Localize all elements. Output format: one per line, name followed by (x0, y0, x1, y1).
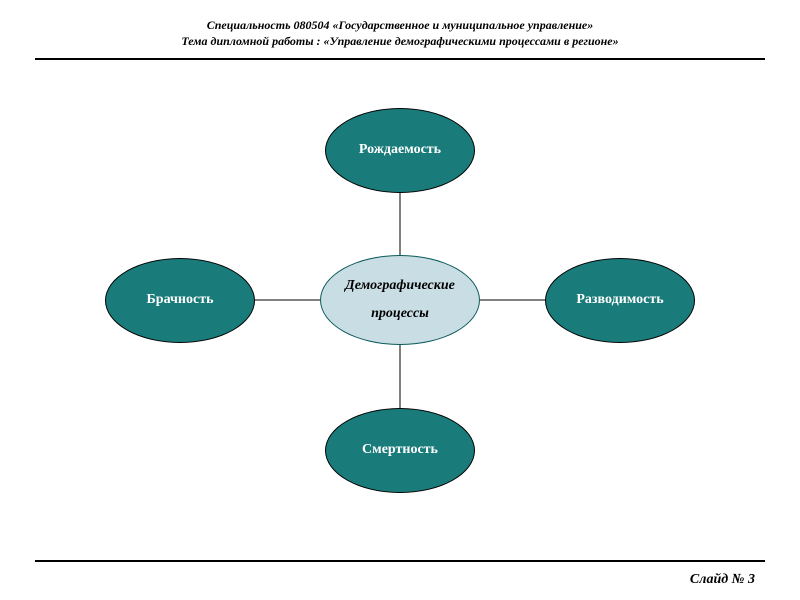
node-bottom: Смертность (325, 408, 475, 493)
node-right-label: Разводимость (576, 292, 663, 308)
node-left: Брачность (105, 258, 255, 343)
node-top-label: Рождаемость (359, 142, 441, 158)
node-bottom-label: Смертность (362, 442, 438, 458)
node-center-label-1: Демографические (345, 272, 455, 300)
diagram: Рождаемость Смертность Брачность Разводи… (0, 0, 800, 600)
node-center-label-2: процессы (371, 300, 429, 328)
slide-number: Слайд № 3 (690, 572, 755, 587)
divider-bottom (35, 560, 765, 562)
node-top: Рождаемость (325, 108, 475, 193)
node-right: Разводимость (545, 258, 695, 343)
slide: Специальность 080504 «Государственное и … (0, 0, 800, 600)
slide-footer: Слайд № 3 (690, 572, 755, 588)
node-center: Демографические процессы (320, 255, 480, 345)
node-left-label: Брачность (147, 292, 214, 308)
